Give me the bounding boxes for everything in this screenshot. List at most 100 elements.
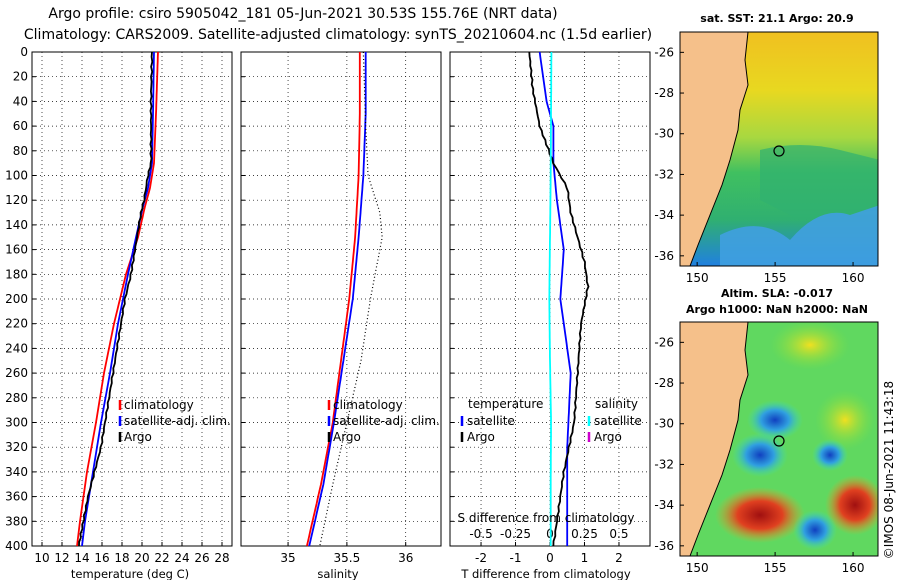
x-tick-label: 16 (94, 551, 109, 565)
s-tick-label: 0.25 (571, 527, 598, 541)
legend-label-climatology: climatology (333, 398, 403, 412)
legend-label-t-satellite: satellite (467, 414, 515, 428)
map-lon-label: 160 (842, 561, 865, 575)
depth-tick-label: 260 (5, 366, 28, 380)
x-tick-label: 28 (214, 551, 229, 565)
x-tick-label: 18 (114, 551, 129, 565)
legend-label-satellite-adj: satellite-adj. clim. (124, 414, 231, 428)
map-lat-label: -34 (654, 498, 674, 512)
map-lon-label: 150 (686, 561, 709, 575)
depth-tick-label: 140 (5, 218, 28, 232)
depth-tick-label: 340 (5, 465, 28, 479)
sla-argo-marker (773, 435, 785, 447)
depth-tick-label: 0 (20, 45, 28, 59)
map-lat-label: -30 (654, 417, 674, 431)
sst-map-frame (679, 31, 879, 267)
sla-low-3 (812, 439, 848, 471)
s-tick-label: -0.5 (469, 527, 492, 541)
map-lon-label: 155 (764, 561, 787, 575)
difference-legend: temperature satellite Argo salinity sate… (460, 397, 642, 444)
legend-label-argo: Argo (333, 430, 361, 444)
sla-map-title-1: Altim. SLA: -0.017 (721, 287, 833, 300)
sla-map-frame (679, 321, 879, 557)
series-line-satellite-adj-clim- (81, 51, 155, 547)
legend-title-temperature: temperature (468, 397, 543, 411)
series-line-argo (78, 51, 154, 547)
sla-high-1 (770, 322, 850, 370)
s-tick-label: 0.5 (609, 527, 628, 541)
map-lat-label: -34 (654, 208, 674, 222)
depth-tick-label: 360 (5, 490, 28, 504)
series-line-s-satellite (548, 52, 553, 546)
map-lat-label: -26 (654, 335, 674, 349)
salinity-legend: climatology satellite-adj. clim. Argo (327, 398, 440, 444)
map-lat-label: -32 (654, 457, 674, 471)
credit-text: ©IMOS 08-Jun-2021 11:43:18 (882, 381, 896, 559)
x-tick-label: 36 (398, 551, 413, 565)
depth-tick-label: 380 (5, 514, 28, 528)
x-tick-label: 2 (615, 551, 623, 565)
sst-argo-marker (773, 145, 785, 157)
map-lat-label: -30 (654, 127, 674, 141)
sst-land (680, 32, 749, 266)
x-tick-label: 1 (581, 551, 589, 565)
series-line-satellite-adj-clim- (308, 52, 367, 547)
depth-tick-label: 160 (5, 243, 28, 257)
legend-label-s-argo: Argo (594, 430, 622, 444)
sla-land (680, 322, 749, 556)
sla-map (680, 322, 878, 556)
sst-map-title: sat. SST: 21.1 Argo: 20.9 (700, 12, 853, 25)
temperature-legend: climatology satellite-adj. clim. Argo (118, 398, 231, 444)
series-line-t-satellite (538, 51, 572, 546)
sst-map (680, 32, 878, 266)
map-lat-label: -32 (654, 167, 674, 181)
legend-label-s-satellite: satellite (594, 414, 642, 428)
legend-label-climatology: climatology (124, 398, 194, 412)
map-lat-label: -36 (654, 249, 674, 263)
x-tick-label: 12 (54, 551, 69, 565)
x-tick-label: 14 (74, 551, 89, 565)
x-tick-label: 35.5 (334, 551, 361, 565)
depth-tick-label: 200 (5, 292, 28, 306)
difference-xlabel: T difference from climatology (460, 567, 631, 580)
tick-layer: 0204060801001201401601802002202402602803… (5, 45, 628, 565)
series-line-t-argo (528, 51, 590, 547)
x-tick-label: 22 (154, 551, 169, 565)
map-lon-label: 160 (842, 271, 865, 285)
sla-high-red-1 (715, 487, 805, 543)
depth-tick-label: 100 (5, 169, 28, 183)
temperature-xlabel: temperature (deg C) (71, 567, 189, 580)
x-tick-label: -1 (510, 551, 522, 565)
map-lat-label: -28 (654, 86, 674, 100)
map-lon-label: 155 (764, 271, 787, 285)
map-lat-label: -26 (654, 45, 674, 59)
sla-low-4 (793, 510, 837, 550)
depth-tick-label: 400 (5, 539, 28, 553)
depth-tick-label: 280 (5, 391, 28, 405)
map-lon-label: 150 (686, 271, 709, 285)
depth-tick-label: 40 (13, 94, 28, 108)
sla-map-title-2: Argo h1000: NaN h2000: NaN (686, 303, 868, 316)
depth-tick-label: 320 (5, 440, 28, 454)
depth-tick-label: 20 (13, 70, 28, 84)
s-tick-label: -0.25 (500, 527, 531, 541)
series-line-climatology (76, 51, 159, 547)
x-tick-label: 0 (546, 551, 554, 565)
s-difference-label: S difference from climatology (458, 511, 635, 525)
x-tick-label: 24 (174, 551, 189, 565)
depth-tick-label: 80 (13, 144, 28, 158)
depth-tick-label: 120 (5, 193, 28, 207)
series-line-argo (319, 51, 383, 547)
legend-label-satellite-adj: satellite-adj. clim. (333, 414, 440, 428)
x-tick-label: 10 (34, 551, 49, 565)
x-tick-label: 35 (280, 551, 295, 565)
depth-tick-label: 60 (13, 119, 28, 133)
legend-label-t-argo: Argo (467, 430, 495, 444)
depth-tick-label: 240 (5, 341, 28, 355)
legend-label-argo: Argo (124, 430, 152, 444)
x-tick-label: 20 (134, 551, 149, 565)
sst-warm-tongue (760, 145, 878, 220)
sla-low-2 (732, 433, 788, 477)
map-lat-label: -28 (654, 376, 674, 390)
